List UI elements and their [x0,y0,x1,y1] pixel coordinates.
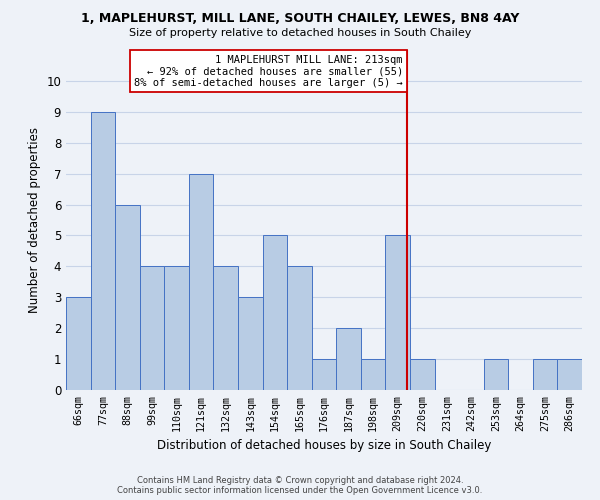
Bar [361,359,385,390]
Text: 1, MAPLEHURST, MILL LANE, SOUTH CHAILEY, LEWES, BN8 4AY: 1, MAPLEHURST, MILL LANE, SOUTH CHAILEY,… [81,12,519,26]
Bar [385,236,410,390]
Bar [336,328,361,390]
Bar [287,266,312,390]
Bar [238,298,263,390]
Bar [312,359,336,390]
X-axis label: Distribution of detached houses by size in South Chailey: Distribution of detached houses by size … [157,439,491,452]
Y-axis label: Number of detached properties: Number of detached properties [28,127,41,313]
Bar [66,298,91,390]
Bar [533,359,557,390]
Bar [214,266,238,390]
Text: Size of property relative to detached houses in South Chailey: Size of property relative to detached ho… [129,28,471,38]
Bar [164,266,189,390]
Text: 1 MAPLEHURST MILL LANE: 213sqm
← 92% of detached houses are smaller (55)
8% of s: 1 MAPLEHURST MILL LANE: 213sqm ← 92% of … [134,54,403,88]
Bar [189,174,214,390]
Bar [115,204,140,390]
Bar [410,359,434,390]
Text: Contains HM Land Registry data © Crown copyright and database right 2024.
Contai: Contains HM Land Registry data © Crown c… [118,476,482,495]
Bar [557,359,582,390]
Bar [484,359,508,390]
Bar [263,236,287,390]
Bar [91,112,115,390]
Bar [140,266,164,390]
